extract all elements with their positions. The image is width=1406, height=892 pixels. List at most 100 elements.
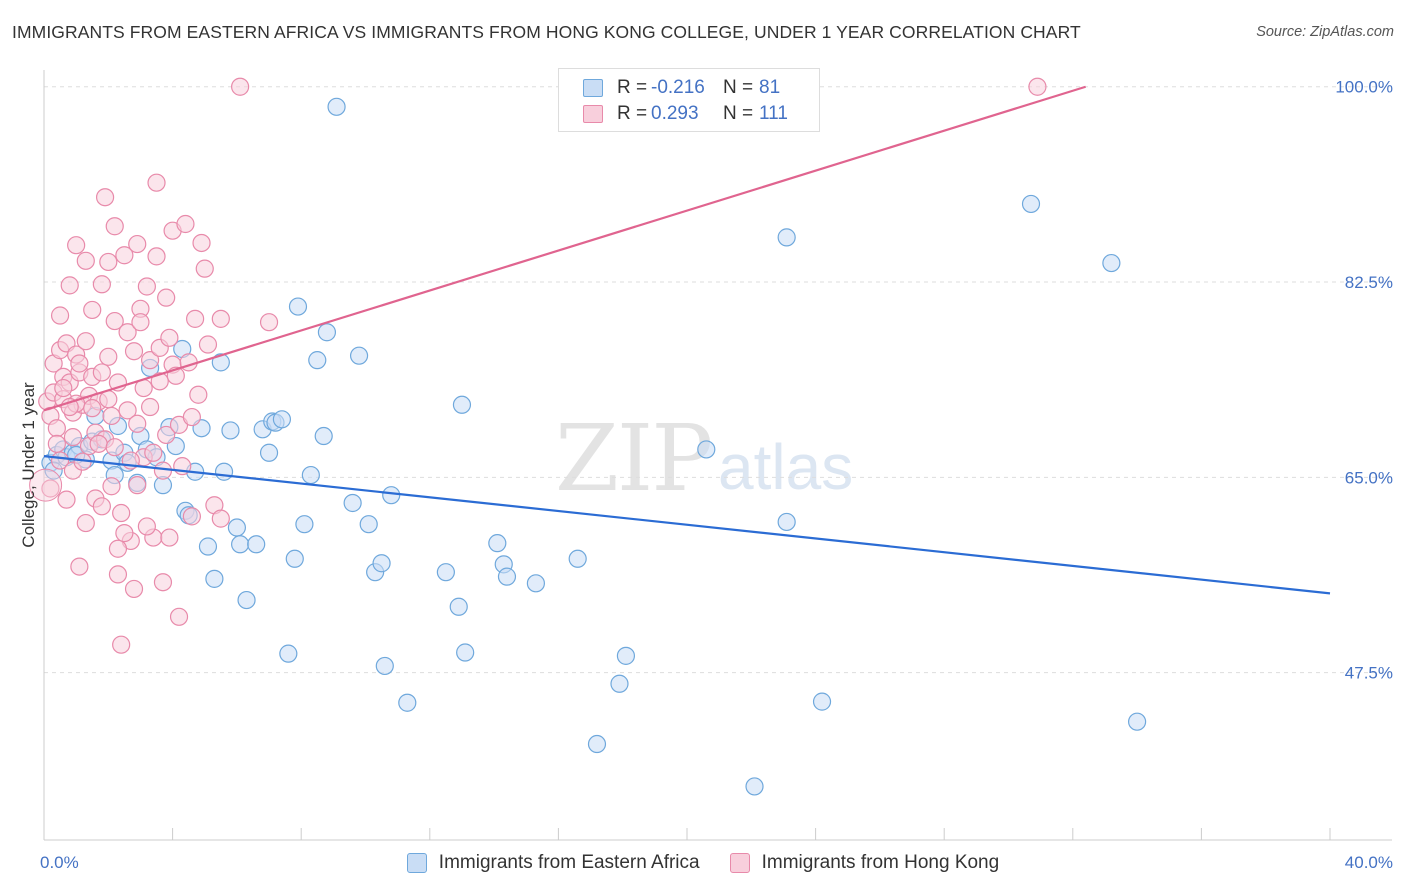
- hong-kong-point: [195, 259, 214, 278]
- hong-kong-point: [150, 372, 169, 391]
- source-label: Source: ZipAtlas.com: [1256, 24, 1394, 40]
- hong-kong-point: [112, 503, 131, 523]
- hong-kong-point: [70, 557, 89, 576]
- hong-kong-point: [160, 528, 179, 547]
- hong-kong-point: [89, 434, 108, 453]
- points-layer: [29, 77, 1147, 796]
- x-tick-label-max: 40.0%: [1345, 853, 1393, 872]
- eastern-africa-point: [198, 537, 218, 556]
- hong-kong-point: [54, 378, 73, 398]
- hong-kong-point: [99, 347, 118, 366]
- hong-kong-point: [95, 188, 115, 207]
- hong-kong-swatch: [583, 105, 603, 123]
- y-tick-label: 47.5%: [1345, 664, 1393, 683]
- hong-kong-point: [176, 214, 195, 234]
- hong-kong-point: [131, 313, 150, 332]
- hong-kong-point: [47, 419, 66, 438]
- hong-kong-point: [198, 335, 218, 354]
- hong-kong-point: [115, 246, 134, 265]
- hong-kong-point: [153, 461, 173, 480]
- hong-kong-point: [41, 479, 60, 498]
- eastern-africa-point: [697, 440, 716, 459]
- eastern-africa-point: [526, 574, 545, 593]
- hong-kong-swatch: [729, 853, 750, 873]
- hong-kong-point: [211, 509, 230, 528]
- hong-kong-point: [140, 351, 160, 370]
- eastern-africa-point: [272, 410, 292, 429]
- hong-kong-point: [118, 401, 137, 420]
- eastern-africa-point: [1102, 253, 1121, 273]
- hong-kong-point: [147, 247, 166, 266]
- eastern-africa-trendline: [43, 455, 1331, 595]
- legend-n-value: 111: [759, 103, 788, 124]
- eastern-africa-point: [372, 554, 391, 573]
- legend-n-value: 81: [759, 77, 781, 98]
- hong-kong-point: [115, 524, 134, 543]
- legend-row-hong-kong: R = 0.293 N = 111: [583, 103, 788, 125]
- hong-kong-point: [108, 565, 128, 584]
- hong-kong-point: [182, 407, 201, 427]
- hong-kong-point: [76, 332, 95, 351]
- eastern-africa-point: [568, 549, 587, 568]
- hong-kong-point: [128, 234, 147, 254]
- hong-kong-point: [231, 77, 250, 96]
- eastern-africa-point: [285, 549, 304, 568]
- hong-kong-point: [182, 507, 201, 526]
- hong-kong-point: [189, 385, 208, 404]
- legend-label-hong-kong: Immigrants from Hong Kong: [761, 852, 1000, 873]
- eastern-africa-point: [398, 693, 417, 712]
- hong-kong-point: [157, 288, 176, 307]
- hong-kong-point: [160, 328, 179, 347]
- series-legend: Immigrants from Eastern Africa Immigrant…: [0, 852, 1406, 874]
- hong-kong-point: [118, 323, 137, 342]
- legend-r-label: R =: [617, 77, 648, 98]
- eastern-africa-point: [259, 443, 279, 462]
- hong-kong-point: [157, 425, 176, 445]
- watermark-atlas: atlas: [718, 431, 854, 503]
- y-tick-label: 82.5%: [1345, 273, 1393, 292]
- legend-r-label: R =: [617, 103, 648, 124]
- legend-item-hong-kong[interactable]: Immigrants from Hong Kong: [729, 852, 1000, 874]
- eastern-africa-point: [343, 493, 362, 513]
- legend-r-value: -0.216: [651, 77, 705, 98]
- legend-label-eastern-africa: Immigrants from Eastern Africa: [438, 852, 700, 873]
- legend-n-label: N =: [723, 103, 754, 124]
- hong-kong-point: [153, 573, 173, 592]
- eastern-africa-point: [777, 228, 796, 247]
- eastern-africa-point: [436, 563, 455, 582]
- eastern-africa-point: [1021, 194, 1041, 214]
- hong-kong-point: [186, 309, 205, 328]
- hong-kong-point: [124, 342, 144, 361]
- hong-kong-point: [102, 406, 121, 426]
- hong-kong-point: [70, 354, 89, 373]
- hong-kong-point: [105, 217, 124, 236]
- eastern-africa-point: [314, 426, 333, 446]
- eastern-africa-point: [610, 674, 629, 693]
- eastern-africa-point: [237, 590, 256, 610]
- label-layer: 47.5% 65.0% 82.5% 100.0% 0.0% 40.0% College, U…: [19, 78, 1393, 872]
- eastern-africa-point: [295, 515, 314, 534]
- eastern-africa-point: [317, 323, 337, 342]
- hong-kong-point: [137, 277, 156, 296]
- hong-kong-point: [83, 300, 102, 320]
- hong-kong-point: [112, 635, 131, 654]
- eastern-africa-point: [587, 734, 607, 754]
- eastern-africa-swatch: [406, 853, 427, 873]
- eastern-africa-point: [227, 518, 246, 537]
- eastern-africa-point: [449, 597, 468, 616]
- eastern-africa-point: [745, 777, 764, 796]
- hong-kong-point: [92, 363, 111, 382]
- eastern-africa-point: [301, 465, 320, 485]
- eastern-africa-point: [279, 644, 298, 663]
- hong-kong-point: [1028, 77, 1047, 96]
- eastern-africa-point: [214, 462, 234, 481]
- hong-kong-point: [76, 513, 95, 533]
- hong-kong-point: [29, 468, 63, 502]
- legend-item-eastern-africa[interactable]: Immigrants from Eastern Africa: [406, 852, 700, 874]
- hong-kong-point: [99, 252, 118, 272]
- hong-kong-point: [128, 476, 147, 495]
- axis-layer: [43, 70, 1392, 841]
- hong-kong-point: [259, 313, 279, 332]
- eastern-africa-point: [247, 535, 266, 554]
- hong-kong-point: [124, 579, 144, 599]
